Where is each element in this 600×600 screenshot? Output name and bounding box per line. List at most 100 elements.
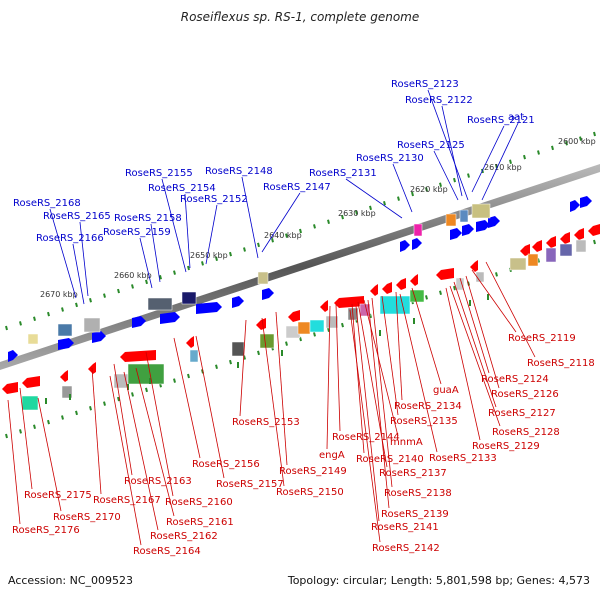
- reverse-leader-line: [7, 399, 21, 525]
- forward-leader-line: [139, 237, 153, 289]
- figure-title: Roseiflexus sp. RS-1, complete genome: [180, 10, 420, 24]
- reverse-gene-label: RoseRS_2162: [150, 531, 218, 542]
- forward-gene-arrow: [262, 288, 274, 300]
- reverse-gene-arrow: [410, 274, 418, 286]
- scale-tick: [187, 265, 190, 271]
- reverse-gene-label: RoseRS_2153: [232, 417, 300, 428]
- forward-leader-line: [150, 223, 161, 283]
- scale-tick: [103, 293, 106, 298]
- feature-block: [459, 209, 469, 223]
- scale-tick: [467, 173, 470, 178]
- forward-gene-arrow: [8, 350, 18, 362]
- scale-tick-label: 2670 kbp: [40, 290, 78, 299]
- feature-block: [545, 247, 557, 263]
- reverse-gene-label: RoseRS_2118: [527, 358, 595, 369]
- scale-tick: [215, 256, 218, 261]
- feature-block: [413, 223, 423, 237]
- forward-leader-line: [441, 105, 463, 197]
- scale-tick: [131, 392, 134, 397]
- reverse-gene-arrow: [320, 300, 328, 312]
- feature-block: [189, 349, 199, 363]
- forward-gene-label: RoseRS_2131: [309, 168, 377, 179]
- scale-tick: [579, 136, 582, 141]
- forward-gene-label: RoseRS_2123: [391, 79, 459, 90]
- reverse-gene-label: RoseRS_2164: [133, 546, 201, 557]
- scale-tick: [565, 140, 568, 146]
- reverse-gene-label: RoseRS_2161: [166, 517, 234, 528]
- reverse-gene-arrow: [288, 310, 300, 322]
- forward-gene-label: RoseRS_2121: [467, 115, 535, 126]
- scale-tick: [285, 341, 288, 346]
- reverse-leader-line: [239, 319, 247, 417]
- feature-block: [231, 341, 245, 357]
- reverse-gene-label: RoseRS_2119: [508, 333, 576, 344]
- forward-gene-label: RoseRS_2148: [205, 166, 273, 177]
- forward-gene-label: RoseRS_2130: [356, 153, 424, 164]
- forward-leader-line: [49, 208, 77, 299]
- reverse-gene-arrow: [22, 376, 40, 388]
- scale-tick: [47, 311, 50, 317]
- reverse-gene-label: mnmA: [390, 437, 423, 448]
- scale-tick: [439, 290, 442, 296]
- scale-tick: [117, 288, 120, 294]
- reverse-gene-label: RoseRS_2135: [390, 416, 458, 427]
- feature-block: [181, 291, 197, 305]
- scale-tick-label: 2600 kbp: [558, 137, 596, 146]
- reverse-gene-label: engA: [319, 450, 345, 461]
- feature-block: [471, 203, 491, 219]
- reverse-leader-line: [395, 291, 403, 401]
- feature-block: [257, 271, 269, 285]
- feature-block: [475, 271, 485, 283]
- forward-gene-arrow: [450, 228, 462, 240]
- forward-gene-arrow: [580, 196, 592, 208]
- scale-tick: [369, 205, 372, 211]
- scale-tick: [355, 210, 358, 215]
- reverse-gene-label: RoseRS_2133: [429, 453, 497, 464]
- scale-tick: [229, 359, 232, 365]
- scale-tick: [145, 279, 148, 285]
- reverse-leader-line: [173, 337, 201, 459]
- feature-block: [409, 289, 425, 303]
- feature-block: [27, 333, 39, 345]
- scale-tick-label: 2630 kbp: [338, 209, 376, 218]
- forward-gene-label: RoseRS_2158: [114, 213, 182, 224]
- reverse-leader-line: [109, 375, 142, 546]
- reverse-gene-label: RoseRS_2160: [165, 497, 233, 508]
- scale-tick: [159, 274, 162, 280]
- feature-block: [575, 239, 587, 253]
- forward-leader-line: [72, 243, 85, 305]
- feature-block: [21, 395, 39, 411]
- reverse-gene-label: RoseRS_2124: [481, 374, 549, 385]
- reverse-leader-line: [367, 299, 390, 509]
- scale-tick: [5, 325, 8, 331]
- scale-tick: [173, 270, 176, 275]
- reverse-gene-label: RoseRS_2128: [492, 427, 560, 438]
- reverse-gene-label: RoseRS_2138: [384, 488, 452, 499]
- reverse-gene-arrow: [334, 296, 364, 308]
- scale-tick: [117, 396, 120, 402]
- forward-gene-arrow: [132, 316, 146, 328]
- forward-gene-label: RoseRS_2154: [148, 183, 216, 194]
- feature-block: [127, 363, 165, 385]
- scale-tick: [243, 247, 246, 252]
- reverse-gene-label: RoseRS_2149: [279, 466, 347, 477]
- scale-tick: [75, 410, 78, 416]
- scale-tick: [61, 415, 64, 420]
- scale-tick: [327, 219, 330, 225]
- scale-tick: [299, 228, 302, 234]
- reverse-gene-label: RoseRS_2157: [216, 479, 284, 490]
- forward-leader-line: [184, 193, 191, 269]
- reverse-leader-line: [449, 285, 501, 427]
- forward-gene-arrow: [400, 240, 410, 252]
- scale-tick-label: 2660 kbp: [114, 271, 152, 280]
- feature-block: [147, 297, 173, 311]
- forward-leader-line: [345, 178, 403, 219]
- reverse-leader-line: [135, 367, 175, 517]
- forward-gene-arrow: [488, 216, 500, 228]
- reverse-gene-arrow: [60, 370, 68, 382]
- reverse-leader-line: [113, 363, 133, 476]
- reverse-gene-label: RoseRS_2167: [93, 495, 161, 506]
- scale-tick: [19, 429, 22, 434]
- scale-tick-label: 2610 kbp: [484, 163, 522, 172]
- scale-tick: [173, 378, 176, 383]
